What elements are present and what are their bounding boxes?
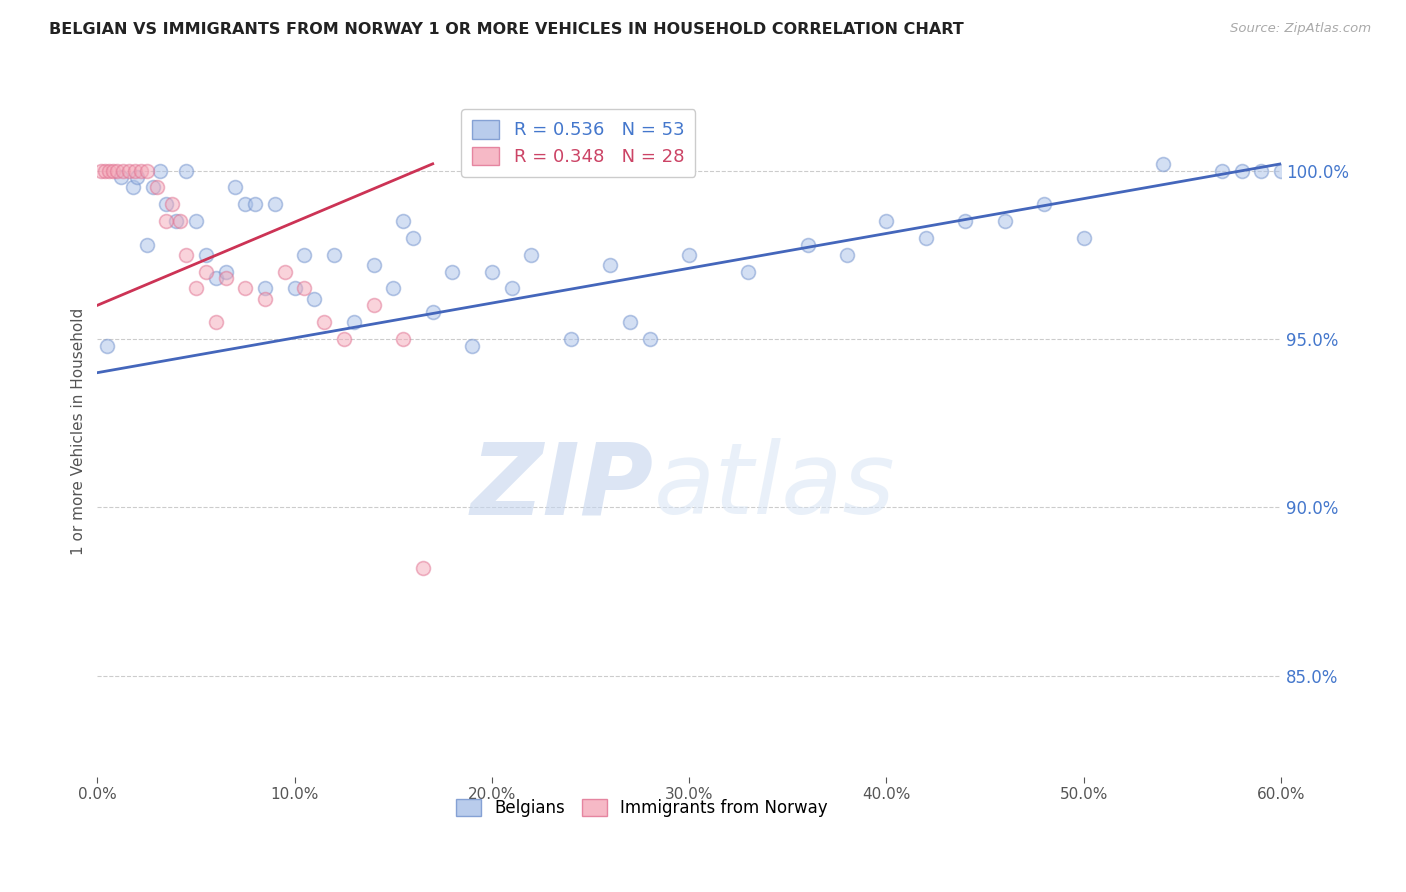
Text: atlas: atlas	[654, 438, 896, 535]
Point	[194, 248, 217, 262]
Point	[1230, 163, 1253, 178]
Point	[243, 197, 266, 211]
Point	[284, 281, 307, 295]
Point	[253, 281, 276, 295]
Point	[135, 237, 157, 252]
Point	[314, 315, 336, 329]
Point	[501, 281, 523, 295]
Point	[994, 214, 1017, 228]
Point	[129, 163, 152, 178]
Point	[392, 332, 415, 346]
Point	[402, 231, 425, 245]
Point	[101, 163, 124, 178]
Point	[1073, 231, 1095, 245]
Point	[422, 305, 444, 319]
Point	[174, 248, 197, 262]
Legend: Belgians, Immigrants from Norway: Belgians, Immigrants from Norway	[450, 792, 834, 824]
Point	[125, 170, 148, 185]
Point	[90, 163, 112, 178]
Point	[363, 298, 385, 312]
Point	[96, 339, 118, 353]
Point	[162, 197, 184, 211]
Point	[110, 170, 132, 185]
Point	[737, 265, 759, 279]
Point	[274, 265, 297, 279]
Point	[619, 315, 641, 329]
Point	[835, 248, 858, 262]
Point	[599, 258, 621, 272]
Text: BELGIAN VS IMMIGRANTS FROM NORWAY 1 OR MORE VEHICLES IN HOUSEHOLD CORRELATION CH: BELGIAN VS IMMIGRANTS FROM NORWAY 1 OR M…	[49, 22, 965, 37]
Text: ZIP: ZIP	[471, 438, 654, 535]
Point	[233, 281, 256, 295]
Point	[184, 214, 207, 228]
Point	[264, 197, 287, 211]
Point	[678, 248, 700, 262]
Point	[560, 332, 582, 346]
Point	[363, 258, 385, 272]
Point	[441, 265, 464, 279]
Point	[1211, 163, 1233, 178]
Point	[111, 163, 134, 178]
Point	[1270, 163, 1292, 178]
Point	[875, 214, 897, 228]
Point	[915, 231, 938, 245]
Point	[98, 163, 121, 178]
Point	[214, 265, 236, 279]
Point	[461, 339, 484, 353]
Text: Source: ZipAtlas.com: Source: ZipAtlas.com	[1230, 22, 1371, 36]
Point	[135, 163, 157, 178]
Point	[121, 180, 143, 194]
Point	[233, 197, 256, 211]
Point	[124, 163, 146, 178]
Point	[955, 214, 977, 228]
Point	[343, 315, 366, 329]
Point	[412, 561, 434, 575]
Point	[149, 163, 172, 178]
Point	[333, 332, 356, 346]
Y-axis label: 1 or more Vehicles in Household: 1 or more Vehicles in Household	[72, 308, 86, 555]
Point	[118, 163, 141, 178]
Point	[520, 248, 543, 262]
Point	[1152, 157, 1174, 171]
Point	[382, 281, 405, 295]
Point	[155, 214, 177, 228]
Point	[304, 292, 326, 306]
Point	[323, 248, 346, 262]
Point	[796, 237, 818, 252]
Point	[204, 315, 226, 329]
Point	[169, 214, 191, 228]
Point	[1250, 163, 1272, 178]
Point	[174, 163, 197, 178]
Point	[1033, 197, 1056, 211]
Point	[105, 163, 128, 178]
Point	[214, 271, 236, 285]
Point	[194, 265, 217, 279]
Point	[165, 214, 187, 228]
Point	[94, 163, 117, 178]
Point	[638, 332, 661, 346]
Point	[142, 180, 165, 194]
Point	[224, 180, 246, 194]
Point	[204, 271, 226, 285]
Point	[392, 214, 415, 228]
Point	[184, 281, 207, 295]
Point	[481, 265, 503, 279]
Point	[155, 197, 177, 211]
Point	[294, 281, 316, 295]
Point	[294, 248, 316, 262]
Point	[253, 292, 276, 306]
Point	[145, 180, 167, 194]
